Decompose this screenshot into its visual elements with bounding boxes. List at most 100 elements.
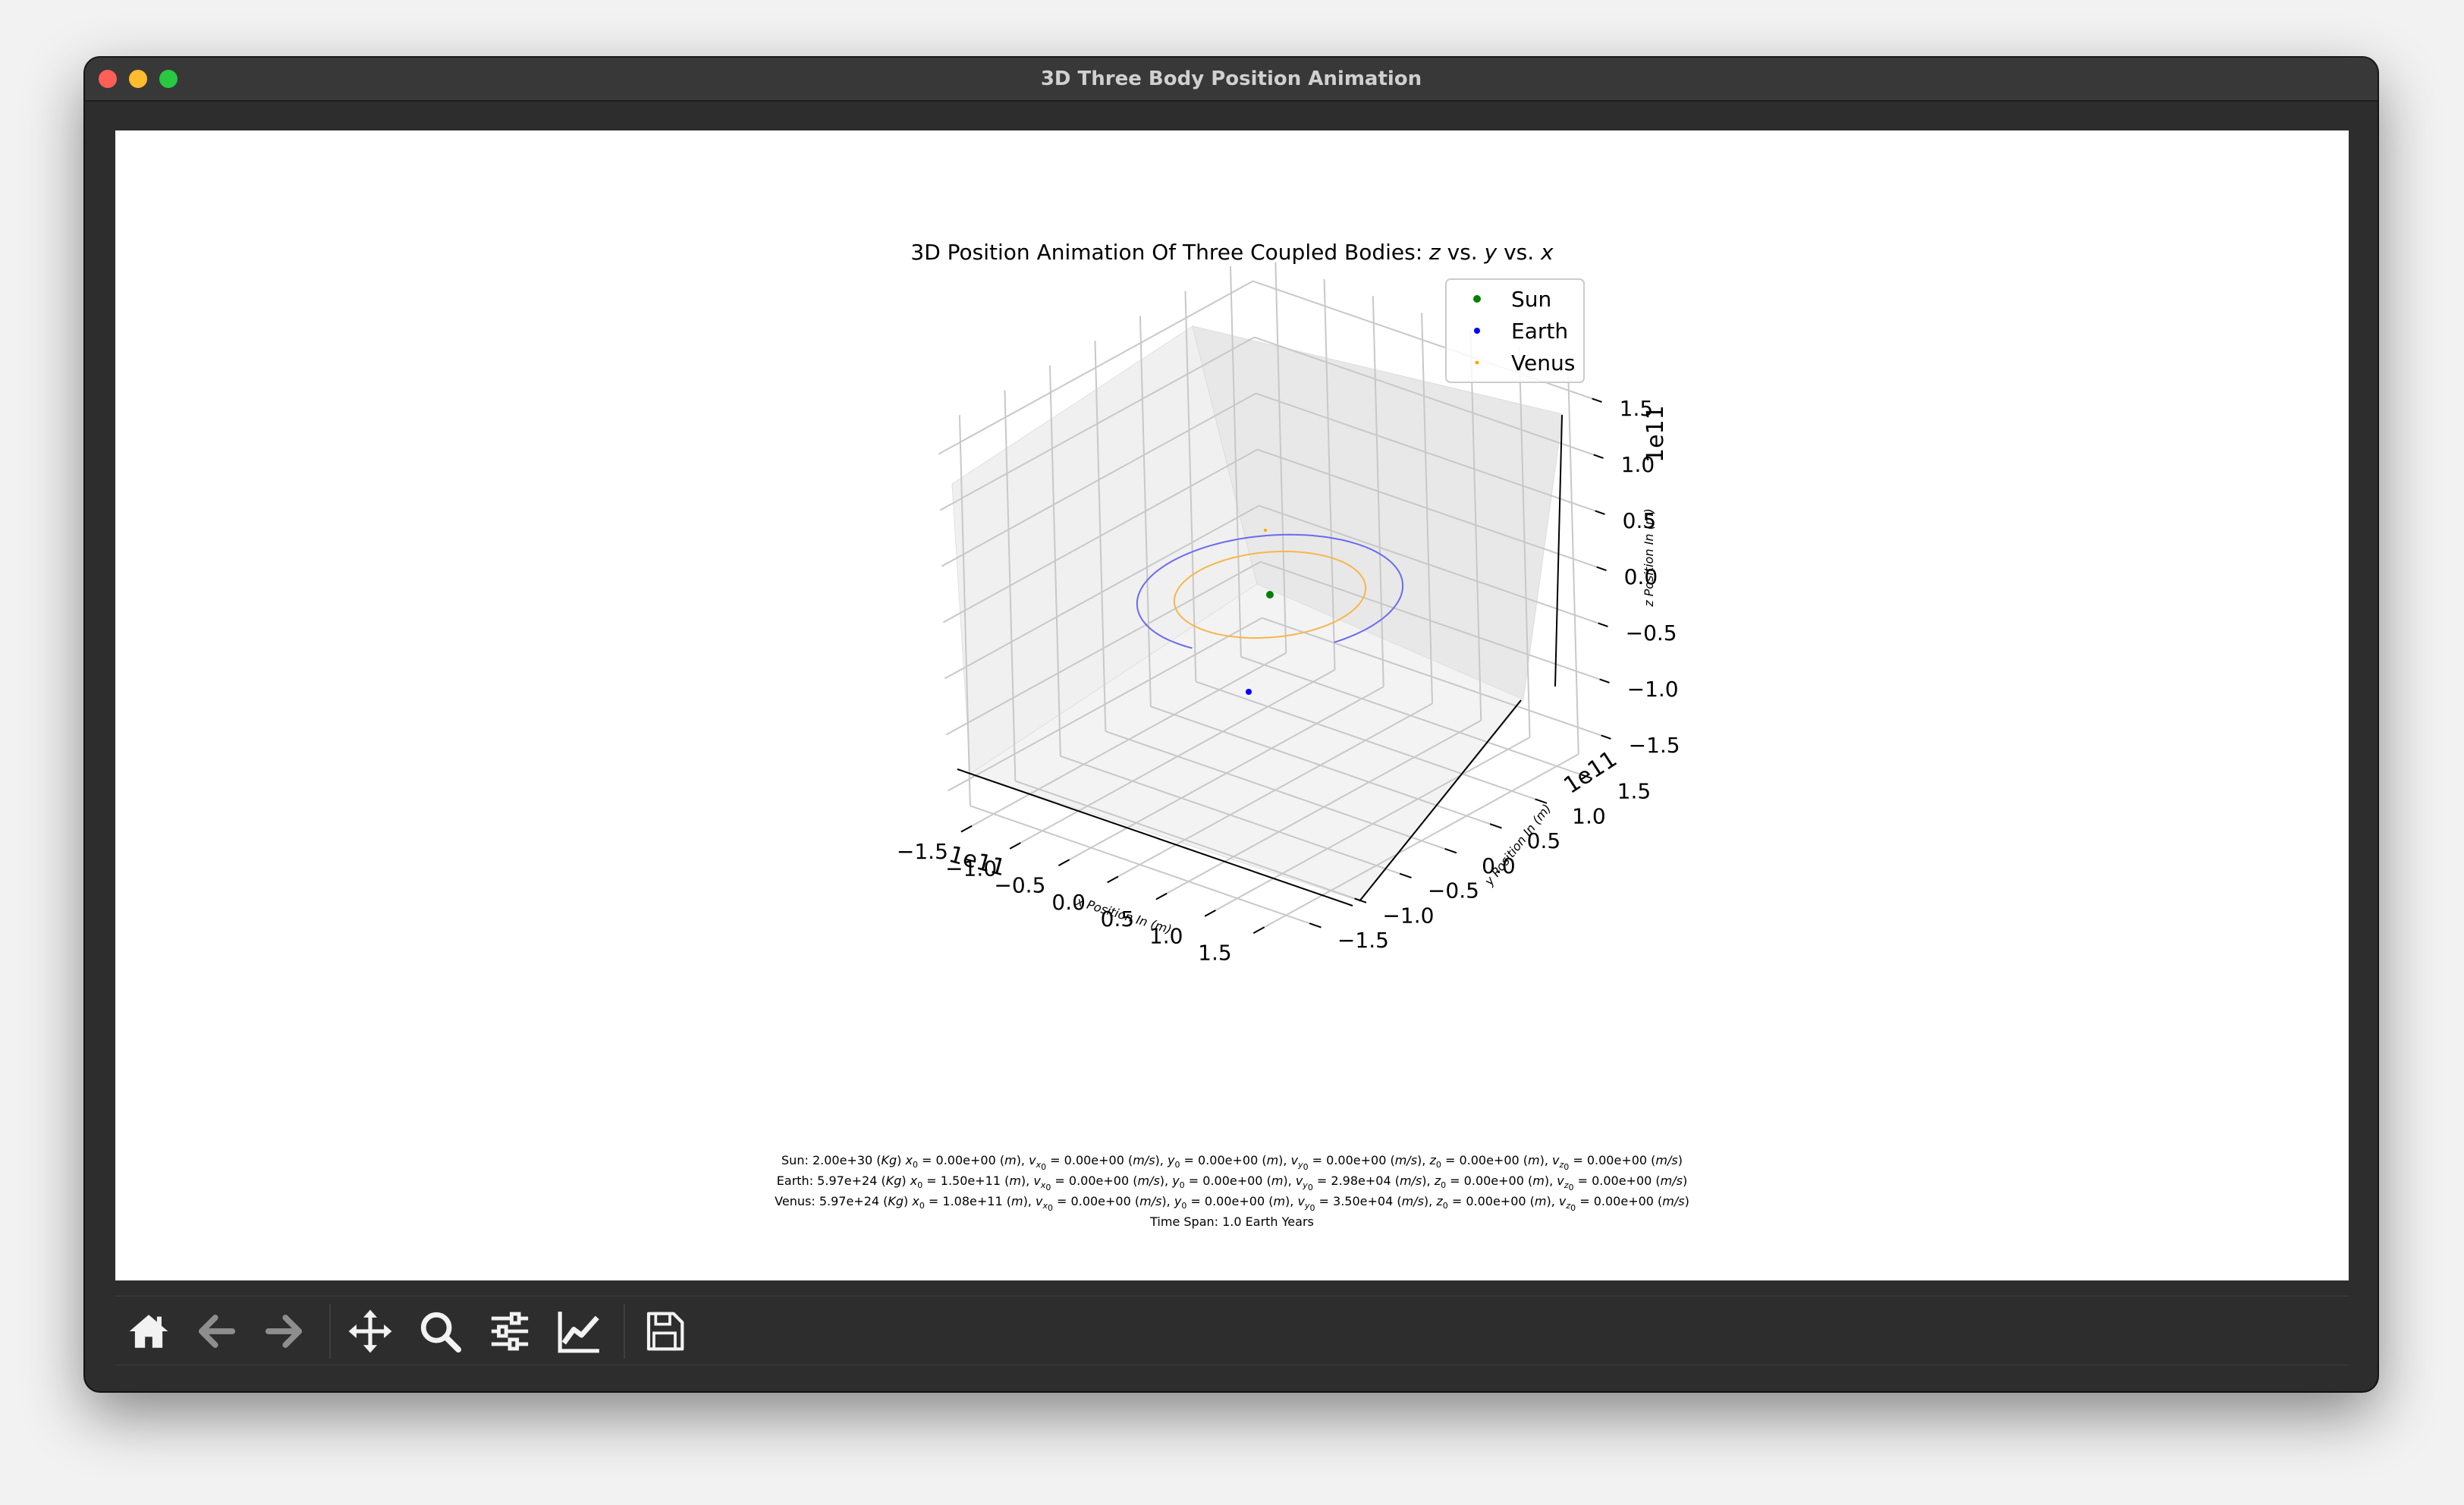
- pan-button[interactable]: [343, 1304, 398, 1359]
- z-tick-mark: [1592, 397, 1602, 403]
- z-tick-mark: [1599, 678, 1610, 683]
- floor-grid-line: [1150, 705, 1491, 825]
- x-tick-label: −0.5: [994, 873, 1045, 898]
- venus-orbit-trail: [1173, 551, 1367, 639]
- z-tick-label: 0.0: [1624, 564, 1658, 589]
- y-tick-label: 0.0: [1482, 853, 1516, 878]
- configure-subplots-icon: [491, 1312, 529, 1351]
- y-tick-mark: [1444, 848, 1457, 854]
- z-tick-label: 1.5: [1620, 396, 1654, 421]
- save-button[interactable]: [637, 1304, 692, 1359]
- wall-grid-line: [1567, 363, 1579, 755]
- x-tick-mark: [960, 825, 973, 833]
- y-tick-label: 0.5: [1527, 828, 1561, 853]
- legend-earth-marker: [1474, 328, 1480, 334]
- z-offset-text: 1e11: [1642, 405, 1669, 463]
- x-tick-mark: [1058, 859, 1070, 866]
- info-line-earth: Earth: 5.97e+24 (Kg) x0 = 1.50e+11 (m), …: [776, 1174, 1688, 1193]
- edit-axis-button[interactable]: [552, 1304, 607, 1359]
- info-line-venus: Venus: 5.97e+24 (Kg) x0 = 1.08e+11 (m), …: [775, 1194, 1689, 1214]
- figure-canvas[interactable]: −1.5 −1.5 −1.5 −1.0 −1.0 −1.0 −0.5 −0.5 −0.5 0.0 0…: [115, 130, 2349, 1280]
- grid-lines: [938, 262, 1601, 928]
- forward-button[interactable]: [256, 1304, 311, 1359]
- maximize-window-button[interactable]: [159, 70, 178, 88]
- y-tick-label: −1.0: [1382, 903, 1434, 928]
- z-axis-label: z Position In (m): [1642, 508, 1656, 607]
- z-tick-label: −0.5: [1626, 621, 1677, 646]
- z-tick-label: −1.0: [1627, 677, 1679, 702]
- y-tick-label: 1.5: [1617, 779, 1652, 804]
- y-tick-mark: [1535, 798, 1548, 804]
- tick-labels: −1.5−1.5−1.5−1.0−1.0−1.0−0.5 −0.5−0.50.00…: [897, 396, 1680, 966]
- legend-earth-label: Earth: [1511, 319, 1568, 344]
- wall-grid-line: [1139, 316, 1152, 707]
- wall-grid-line: [1256, 392, 1595, 512]
- z-tick-label: 1.0: [1621, 452, 1655, 477]
- floor-grid-line: [1196, 680, 1535, 800]
- back-button[interactable]: [190, 1304, 244, 1359]
- earth-orbit-trail: [1136, 533, 1404, 649]
- y-tick-mark: [1399, 872, 1412, 878]
- tick-marks: [960, 397, 1611, 934]
- toolbar-separator: [624, 1304, 625, 1359]
- venus-point: [1264, 529, 1267, 532]
- z-tick-mark: [1593, 454, 1604, 459]
- y-tick-mark: [1309, 922, 1322, 928]
- z-tick-label: −1.5: [1629, 733, 1680, 758]
- home-button[interactable]: [121, 1304, 176, 1359]
- x-tick-label: −1.5: [897, 839, 948, 864]
- floor-grid-line: [1166, 719, 1482, 894]
- toolbar-separator: [329, 1304, 331, 1359]
- legend-venus-marker: [1475, 360, 1479, 365]
- wall-grid-line: [1254, 336, 1594, 456]
- legend: Sun Earth Venus: [1445, 278, 1585, 383]
- wall-grid-line: [1518, 346, 1531, 738]
- y-tick-mark: [1354, 897, 1367, 903]
- wall-grid-line: [1469, 329, 1482, 721]
- wall-grid-line: [942, 448, 1258, 624]
- x-tick-mark: [1155, 892, 1168, 900]
- floor-grid-line: [1264, 753, 1579, 928]
- legend-venus-label: Venus: [1511, 350, 1575, 375]
- 3d-plot[interactable]: −1.5−1.5−1.5−1.0−1.0−1.0−0.5 −0.5−0.50.00…: [115, 130, 2349, 1280]
- x-tick-mark: [1107, 875, 1119, 884]
- window-title: 3D Three Body Position Animation: [1040, 68, 1422, 90]
- z-axis-line: [1554, 414, 1563, 687]
- wall-grid-line: [1184, 291, 1197, 682]
- z-tick-mark: [1595, 510, 1605, 515]
- wall-grid-line: [938, 280, 1253, 455]
- zoom-magnifier-icon: [420, 1312, 462, 1353]
- x-tick-mark: [1252, 926, 1265, 934]
- x-tick-label: −1.0: [945, 856, 997, 881]
- close-window-button[interactable]: [99, 70, 117, 88]
- z-tick-label: 0.5: [1623, 508, 1657, 533]
- wall-grid-line: [1257, 448, 1597, 568]
- y-tick-mark: [1579, 773, 1592, 779]
- zoom-button[interactable]: [413, 1304, 467, 1359]
- floor-grid-line: [1215, 737, 1531, 911]
- plot-toolbar: [115, 1296, 2349, 1365]
- save-floppy-icon: [646, 1312, 684, 1351]
- y-tick-mark: [1489, 823, 1502, 829]
- wall-grid-line: [941, 392, 1256, 567]
- y-tick-label: 1.0: [1572, 803, 1606, 828]
- x-tick-label: 0.5: [1101, 906, 1135, 932]
- title-bar: 3D Three Body Position Animation: [85, 58, 2378, 102]
- chart-title: 3D Position Animation Of Three Coupled B…: [910, 240, 1554, 265]
- y-tick-label: −0.5: [1428, 878, 1479, 903]
- configure-subplots-button[interactable]: [482, 1304, 537, 1359]
- wall-grid-line: [939, 336, 1255, 511]
- legend-sun-label: Sun: [1511, 287, 1551, 312]
- back-arrow-icon: [198, 1315, 236, 1348]
- floor-grid-line: [1105, 731, 1445, 850]
- info-line-sun: Sun: 2.00e+30 (Kg) x0 = 0.00e+00 (m), vx…: [781, 1153, 1683, 1173]
- x-axis-line: [957, 768, 1353, 906]
- minimize-window-button[interactable]: [129, 70, 147, 88]
- earth-point: [1246, 689, 1252, 695]
- time-span-text: Time Span: 1.0 Earth Years: [1150, 1214, 1314, 1229]
- home-icon: [129, 1315, 168, 1348]
- y-tick-label: −1.5: [1337, 928, 1389, 953]
- x-tick-label: 0.0: [1051, 890, 1086, 915]
- forward-arrow-icon: [265, 1315, 303, 1348]
- pan-move-icon: [348, 1309, 392, 1353]
